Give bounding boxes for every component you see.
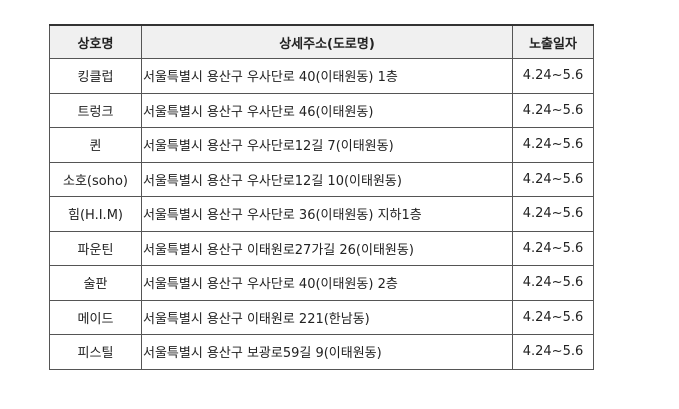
table-cell: 서울특별시 용산구 우사단로 40(이태원동) 1층 — [141, 58, 513, 94]
table-body: 킹클럽 서울특별시 용산구 우사단로 40(이태원동) 1층 4.24~5.6 트렁크… — [49, 58, 594, 370]
table-cell: 4.24~5.6 — [512, 334, 594, 370]
table-cell: 피스틸 — [49, 334, 142, 370]
table-row: 파운틴 서울특별시 용산구 이태원로27가길 26(이태원동) 4.24~5.6 — [49, 230, 594, 266]
table-cell: 4.24~5.6 — [512, 92, 594, 128]
table-cell: 4.24~5.6 — [512, 58, 594, 94]
header-cell: 노출일자 — [512, 24, 594, 59]
table-cell: 서울특별시 용산구 우사단로 46(이태원동) — [141, 92, 513, 128]
table-cell: 서울특별시 용산구 우사단로12길 7(이태원동) — [141, 127, 513, 163]
table-cell: 서울특별시 용산구 이태원로 221(한남동) — [141, 299, 513, 335]
table-cell: 4.24~5.6 — [512, 265, 594, 301]
table-cell: 4.24~5.6 — [512, 299, 594, 335]
table-row: 킹클럽 서울특별시 용산구 우사단로 40(이태원동) 1층 4.24~5.6 — [49, 58, 594, 94]
table-row: 트렁크 서울특별시 용산구 우사단로 46(이태원동) 4.24~5.6 — [49, 92, 594, 128]
table-cell: 서울특별시 용산구 우사단로 36(이태원동) 지하1층 — [141, 196, 513, 232]
header-cell: 상세주소(도로명) — [141, 24, 513, 59]
table-row: 술판 서울특별시 용산구 우사단로 40(이태원동) 2층 4.24~5.6 — [49, 265, 594, 301]
table-cell: 4.24~5.6 — [512, 196, 594, 232]
table-row: 피스틸 서울특별시 용산구 보광로59길 9(이태원동) 4.24~5.6 — [49, 334, 594, 370]
table-cell: 소호(soho) — [49, 161, 142, 197]
table-cell: 서울특별시 용산구 보광로59길 9(이태원동) — [141, 334, 513, 370]
header-row: 상호명 상세주소(도로명) 노출일자 — [49, 24, 594, 59]
table-cell: 메이드 — [49, 299, 142, 335]
table-cell: 4.24~5.6 — [512, 230, 594, 266]
table-row: 소호(soho) 서울특별시 용산구 우사단로12길 10(이태원동) 4.24~5… — [49, 161, 594, 197]
table-row: 퀸 서울특별시 용산구 우사단로12길 7(이태원동) 4.24~5.6 — [49, 127, 594, 163]
table-cell: 힘(H.I.M) — [49, 196, 142, 232]
table-cell: 서울특별시 용산구 우사단로12길 10(이태원동) — [141, 161, 513, 197]
table-cell: 퀸 — [49, 127, 142, 163]
table-cell: 킹클럽 — [49, 58, 142, 94]
table-cell: 4.24~5.6 — [512, 127, 594, 163]
table-row: 힘(H.I.M) 서울특별시 용산구 우사단로 36(이태원동) 지하1층 4.24… — [49, 196, 594, 232]
table-row: 메이드 서울특별시 용산구 이태원로 221(한남동) 4.24~5.6 — [49, 299, 594, 335]
table-cell: 트렁크 — [49, 92, 142, 128]
table-cell: 파운틴 — [49, 230, 142, 266]
address-table: 상호명 상세주소(도로명) 노출일자 킹클럽 서울특별시 용산구 우사단로 40(이태… — [49, 24, 594, 370]
table-cell: 4.24~5.6 — [512, 161, 594, 197]
table-cell: 서울특별시 용산구 이태원로27가길 26(이태원동) — [141, 230, 513, 266]
table-cell: 서울특별시 용산구 우사단로 40(이태원동) 2층 — [141, 265, 513, 301]
table-cell: 술판 — [49, 265, 142, 301]
header-cell: 상호명 — [49, 24, 142, 59]
